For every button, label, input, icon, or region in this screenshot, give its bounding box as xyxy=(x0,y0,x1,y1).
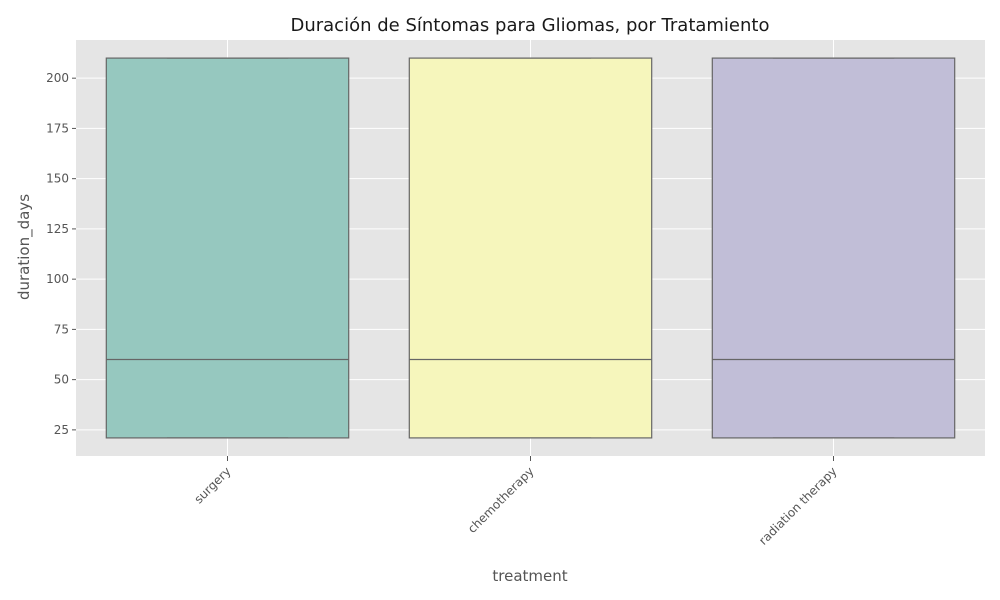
box-body xyxy=(105,57,350,439)
x-tick-label: surgery xyxy=(191,464,233,506)
y-tick-label: 200 xyxy=(46,71,69,85)
box-chemotherapy xyxy=(408,57,653,439)
x-axis-label: treatment xyxy=(492,567,567,585)
y-tick-label: 100 xyxy=(46,272,69,286)
box-body xyxy=(711,57,956,439)
x-axis-ticks: surgery chemotherapy radiation therapy xyxy=(191,456,840,548)
box-radiation-therapy xyxy=(711,57,956,439)
y-tick-label: 50 xyxy=(54,373,69,387)
chart-title: Duración de Síntomas para Gliomas, por T… xyxy=(290,15,769,36)
y-axis-label: duration_days xyxy=(15,194,34,300)
box-surgery xyxy=(105,57,350,439)
y-tick-label: 125 xyxy=(46,222,69,236)
y-tick-label: 150 xyxy=(46,172,69,186)
y-axis-ticks: 25 50 75 100 125 150 175 200 xyxy=(46,71,76,437)
y-tick-label: 25 xyxy=(54,423,69,437)
box-body xyxy=(408,57,653,439)
box-series xyxy=(105,57,956,439)
y-tick-label: 175 xyxy=(46,121,69,135)
y-tick-label: 75 xyxy=(54,322,69,336)
x-tick-label: chemotherapy xyxy=(465,464,537,536)
x-tick-label: radiation therapy xyxy=(756,464,840,548)
